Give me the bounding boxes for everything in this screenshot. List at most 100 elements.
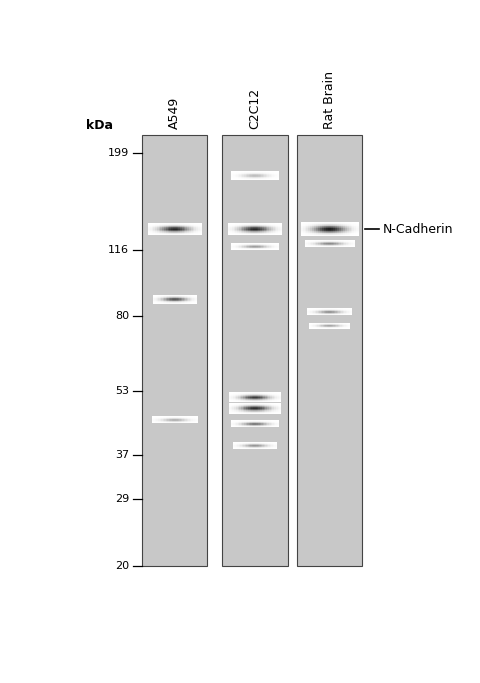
Bar xyxy=(246,393,248,394)
Bar xyxy=(183,298,185,299)
Bar xyxy=(183,302,185,303)
Bar xyxy=(264,179,265,180)
Bar xyxy=(158,228,160,229)
Bar xyxy=(185,297,187,298)
Bar xyxy=(270,173,272,174)
Bar xyxy=(313,228,316,229)
Bar xyxy=(198,229,200,230)
Bar xyxy=(173,296,175,297)
Bar xyxy=(244,233,246,234)
Bar xyxy=(321,229,324,231)
Bar xyxy=(188,296,190,297)
Text: 29: 29 xyxy=(115,494,129,504)
Bar xyxy=(232,178,234,179)
Bar xyxy=(327,234,329,236)
Bar xyxy=(179,298,180,299)
Bar xyxy=(192,223,194,224)
Bar xyxy=(149,232,152,233)
Bar xyxy=(249,231,251,232)
Bar xyxy=(191,234,192,235)
Bar xyxy=(310,226,312,227)
Bar xyxy=(356,227,358,228)
Bar xyxy=(171,295,173,296)
Bar xyxy=(262,171,264,172)
Bar xyxy=(228,411,230,412)
Bar xyxy=(325,232,327,234)
Bar xyxy=(329,228,331,229)
Bar xyxy=(166,234,168,235)
Bar xyxy=(279,408,281,409)
Bar xyxy=(321,231,324,232)
Bar xyxy=(245,178,247,179)
Bar xyxy=(354,230,356,232)
Bar xyxy=(247,176,249,177)
Bar xyxy=(278,400,280,401)
Bar xyxy=(260,224,262,225)
Bar xyxy=(178,227,180,229)
Bar xyxy=(152,296,154,297)
Bar xyxy=(263,228,265,229)
Bar xyxy=(261,399,263,400)
Bar xyxy=(160,302,161,303)
Bar xyxy=(252,413,255,414)
Bar xyxy=(313,230,316,232)
Bar xyxy=(261,412,264,413)
Bar xyxy=(272,232,274,233)
Bar xyxy=(242,395,245,396)
Bar xyxy=(336,228,339,229)
Bar xyxy=(340,234,343,235)
Bar xyxy=(185,302,187,303)
Bar xyxy=(279,413,281,414)
Bar xyxy=(310,232,312,233)
Bar xyxy=(235,232,237,233)
Bar xyxy=(340,227,343,229)
Bar xyxy=(304,232,306,234)
Bar xyxy=(333,234,335,236)
Bar xyxy=(163,300,165,301)
Bar xyxy=(263,232,265,233)
Bar xyxy=(248,393,250,394)
Bar xyxy=(260,411,262,412)
Bar xyxy=(242,401,245,402)
Bar xyxy=(149,225,152,226)
Bar xyxy=(155,227,157,229)
Bar xyxy=(176,223,179,224)
Bar xyxy=(167,231,169,232)
Bar xyxy=(252,404,255,405)
Bar xyxy=(169,228,171,229)
Bar xyxy=(254,394,256,395)
Bar xyxy=(272,175,274,176)
Bar xyxy=(247,234,250,235)
Bar xyxy=(180,297,182,298)
Bar xyxy=(151,227,154,229)
Bar xyxy=(161,297,163,298)
Bar xyxy=(194,224,196,225)
Bar xyxy=(329,232,331,233)
Bar xyxy=(258,408,260,409)
Bar xyxy=(254,401,256,402)
Bar xyxy=(247,410,250,411)
Bar xyxy=(155,224,157,225)
Bar xyxy=(164,224,166,225)
Bar xyxy=(245,224,248,225)
Bar xyxy=(163,302,165,303)
Bar xyxy=(251,178,253,179)
Bar xyxy=(171,232,173,233)
Bar xyxy=(248,175,250,176)
Bar xyxy=(239,395,241,397)
Bar xyxy=(267,224,269,225)
Bar xyxy=(277,234,280,235)
Bar xyxy=(315,223,318,225)
Bar xyxy=(151,232,154,233)
Bar xyxy=(312,232,314,233)
Bar xyxy=(317,231,320,232)
Bar xyxy=(259,175,261,176)
Bar xyxy=(228,225,230,226)
Bar xyxy=(266,395,268,396)
Bar xyxy=(254,393,256,394)
Bar xyxy=(356,227,358,229)
Bar xyxy=(270,394,272,395)
Bar xyxy=(245,223,248,224)
Bar xyxy=(356,223,358,225)
Bar xyxy=(273,178,275,179)
